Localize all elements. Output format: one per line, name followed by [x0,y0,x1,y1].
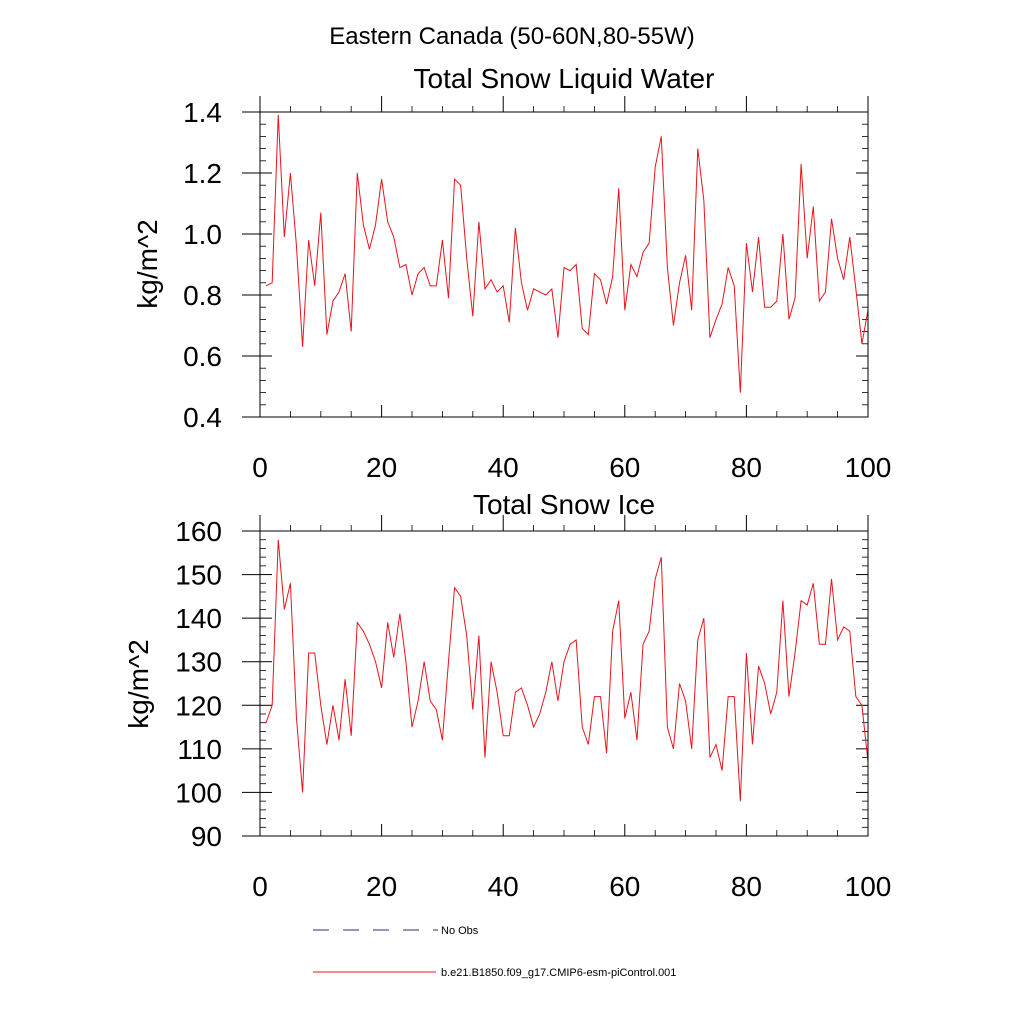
chart-panel-snow-ice: Total Snow Ice kg/m^2 0 20 40 60 80 100 90 100 1… [123,489,891,902]
y-tick-label: 130 [175,647,222,678]
x-tick-label: 40 [488,871,519,902]
x-tick-label: 80 [731,452,762,483]
y-tick-label: 0.8 [183,280,222,311]
axis-ticks: 0 20 40 60 80 100 90 100 110 120 130 140 150 160 [175,515,891,902]
page-title: Eastern Canada (50-60N,80-55W) [329,23,695,50]
legend: No Obs b.e21.B1850.f09_g17.CMIP6-esm-piC… [313,925,676,979]
legend-label-model: b.e21.B1850.f09_g17.CMIP6-esm-piControl.… [441,967,676,979]
y-tick-label: 0.6 [183,341,222,372]
plot-frame [259,111,869,418]
x-tick-label: 60 [609,452,640,483]
axis-ticks: 0 20 40 60 80 100 0.4 0.6 0.8 1.0 1.2 1.4 [183,96,891,483]
chart-panel-liquid-water: Total Snow Liquid Water kg/m^2 0 20 40 60 80… [132,63,891,483]
series-line-0 [265,115,869,393]
chart-title: Total Snow Liquid Water [414,63,715,94]
x-tick-label: 0 [252,452,268,483]
y-tick-label: 1.2 [183,158,222,189]
x-tick-label: 0 [252,871,268,902]
y-tick-label: 140 [175,603,222,634]
y-tick-label: 160 [175,516,222,547]
y-tick-label: 120 [175,690,222,721]
series-group [265,115,869,393]
x-tick-label: 80 [731,871,762,902]
series-group [265,539,869,802]
y-tick-label: 0.4 [183,402,222,433]
legend-label-no-obs: No Obs [441,925,479,937]
y-axis-label: kg/m^2 [132,219,163,308]
x-tick-label: 100 [845,452,892,483]
y-tick-label: 1.4 [183,97,222,128]
y-tick-label: 90 [191,821,222,852]
x-tick-label: 20 [366,452,397,483]
y-tick-label: 150 [175,560,222,591]
x-tick-label: 40 [488,452,519,483]
series-line-0 [265,539,869,802]
plot-frame [259,530,869,837]
y-tick-label: 110 [177,734,222,765]
y-tick-label: 1.0 [183,219,222,250]
y-tick-label: 100 [175,777,222,808]
x-tick-label: 100 [845,871,892,902]
x-tick-label: 60 [609,871,640,902]
y-axis-label: kg/m^2 [123,639,154,728]
x-tick-label: 20 [366,871,397,902]
chart-title: Total Snow Ice [473,489,655,520]
